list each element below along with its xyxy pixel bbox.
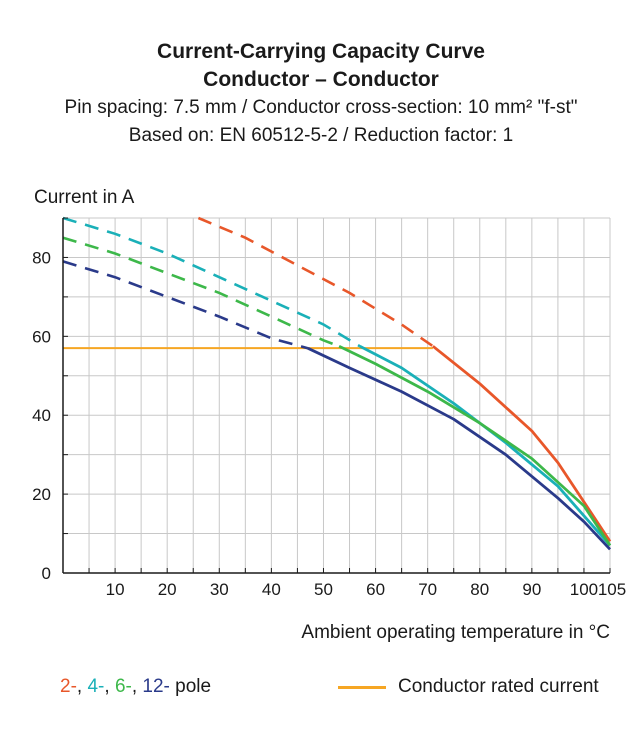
rated-current-swatch [338, 685, 386, 689]
series-6pole-solid [338, 344, 612, 547]
series-4pole-dashed [62, 216, 361, 348]
x-tick-label: 30 [210, 580, 229, 599]
pole-legend: 2-, 4-, 6-, 12- pole [60, 676, 212, 697]
legend-entry-12pole: 12- [142, 676, 170, 697]
x-tick-label: 60 [366, 580, 385, 599]
chart-title: Current-Carrying Capacity Curve [157, 40, 485, 63]
y-tick-label: 0 [42, 564, 51, 583]
y-tick-label: 60 [32, 327, 51, 346]
x-tick-label: 50 [314, 580, 333, 599]
y-tick-label: 80 [32, 248, 51, 267]
series-2pole-dashed [197, 216, 434, 348]
series-6pole-dashed [62, 236, 340, 348]
series-12pole-solid [307, 346, 612, 551]
series-layer [62, 216, 612, 551]
rated-current-legend: Conductor rated current [338, 676, 599, 698]
x-tick-label: 20 [158, 580, 177, 599]
chart-subtitle: Conductor – Conductor [203, 68, 439, 91]
x-tick-label: 70 [418, 580, 437, 599]
info-line-1: Pin spacing: 7.5 mm / Conductor cross-se… [64, 97, 578, 118]
legend-entry-6pole: 6- [114, 676, 132, 697]
axis-layer: 10 20 30 40 50 60 70 80 90 100 105 0 20 40 60 80 Current… [32, 187, 626, 643]
x-tick-label: 40 [262, 580, 281, 599]
y-tick-label: 40 [32, 406, 51, 425]
x-tick-label: 80 [470, 580, 489, 599]
x-tick-label: 100 [570, 580, 598, 599]
x-tick-label: 90 [522, 580, 541, 599]
grid [63, 217, 611, 573]
legend-entry-4pole: 4- [87, 676, 105, 697]
series-2pole-solid [432, 345, 612, 543]
title-block: Current-Carrying Capacity Curve Conducto… [0, 38, 642, 150]
x-tick-label: 10 [106, 580, 125, 599]
info-line-2: Based on: EN 60512-5-2 / Reduction facto… [128, 125, 514, 146]
legend-entry-2pole: 2- [60, 676, 77, 697]
chart-area: 10 20 30 40 50 60 70 80 90 100 105 0 20 40 60 80 Current… [32, 187, 626, 643]
legend-pole-suffix: pole [175, 676, 212, 697]
y-tick-label: 20 [32, 485, 51, 504]
x-axis-label: Ambient operating temperature in °C [301, 622, 610, 643]
x-tick-label: 105 [598, 580, 626, 599]
rated-current-label: Conductor rated current [398, 676, 599, 697]
y-axis-label: Current in A [34, 187, 135, 208]
